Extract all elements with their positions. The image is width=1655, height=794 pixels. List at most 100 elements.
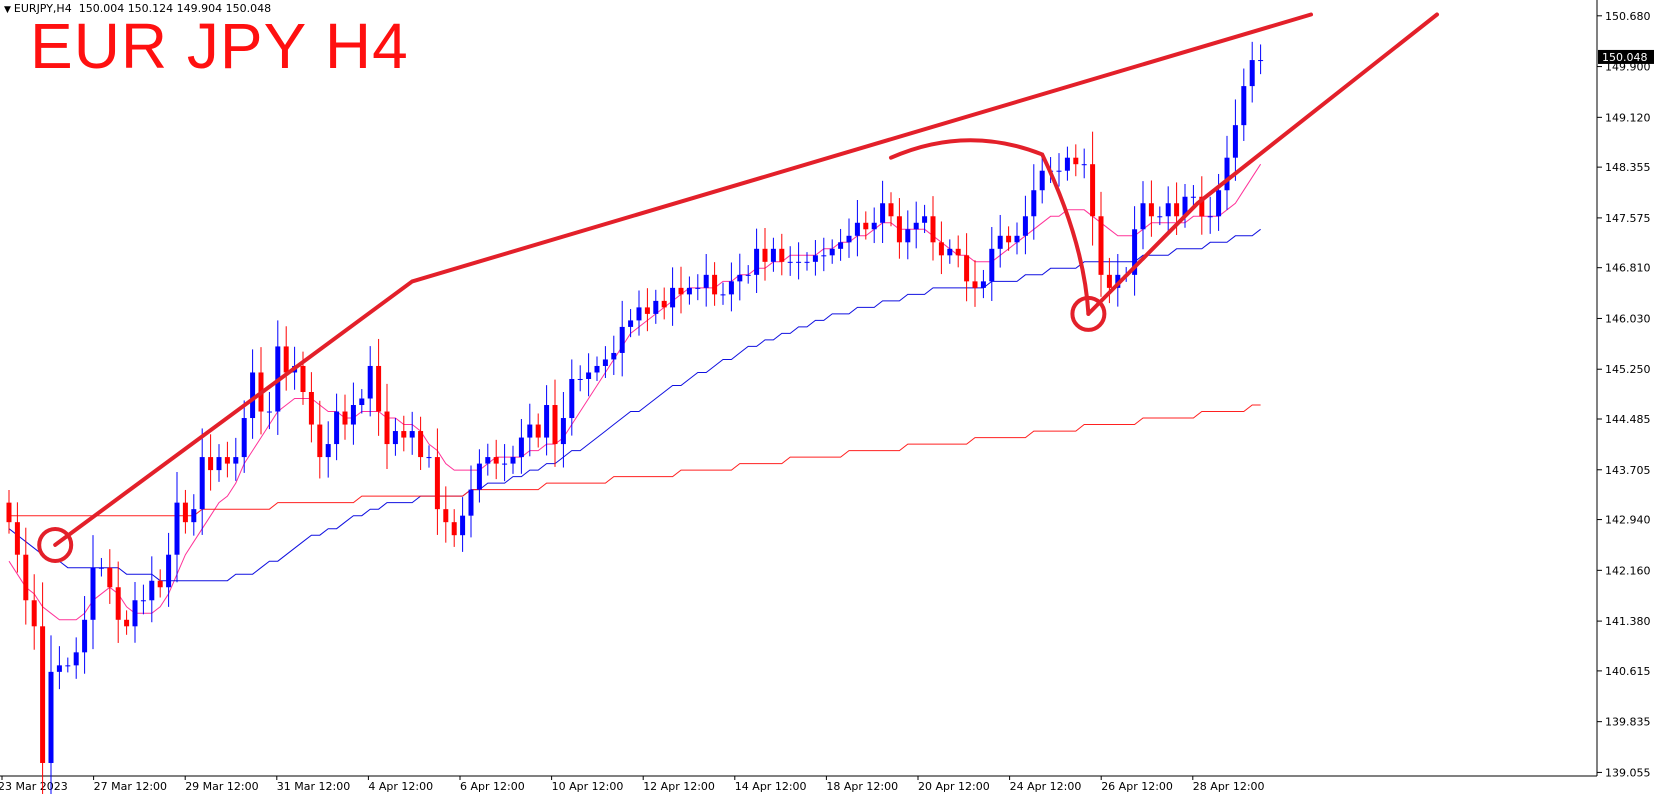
candle [1039, 156, 1045, 204]
candle-body [182, 502, 188, 523]
candle [1232, 99, 1238, 181]
candle [384, 383, 390, 469]
moving-average-mid-line [8, 228, 1261, 582]
candle [804, 252, 810, 271]
candle [686, 276, 692, 305]
candle-body [594, 365, 600, 373]
candle-body [334, 411, 340, 445]
candle-body [90, 567, 96, 620]
candle [678, 266, 684, 314]
candle [653, 289, 659, 324]
candle-body [644, 307, 650, 314]
candle [829, 239, 835, 264]
candle-body [518, 437, 524, 458]
candle [342, 394, 348, 440]
time-tick-label: 29 Mar 12:00 [185, 780, 258, 793]
candle [1090, 131, 1096, 246]
candle-body [754, 248, 760, 275]
candle-body [418, 431, 424, 458]
candle-body [695, 287, 701, 289]
candle-body [367, 365, 373, 399]
chart-overlay-title: EUR JPY H4 [30, 10, 409, 82]
candle [182, 489, 188, 534]
candle [1022, 195, 1028, 255]
candle-body [1182, 196, 1188, 217]
candle [796, 242, 802, 280]
candle [493, 439, 499, 480]
candle [468, 465, 474, 538]
symbol-label: EURJPY,H4 [13, 2, 72, 15]
price-tick-label: 139.835 [1605, 716, 1651, 729]
time-tick-label: 10 Apr 12:00 [552, 780, 624, 793]
symbol-info-bar: ▼ EURJPY,H4 150.004 150.124 149.904 150.0… [4, 2, 271, 15]
candle-body [1098, 216, 1104, 275]
candle-body [611, 352, 617, 360]
time-tick-label: 24 Apr 12:00 [1010, 780, 1082, 793]
candle-body [812, 255, 818, 262]
candle [443, 486, 449, 543]
candle-body [174, 502, 180, 555]
candle-body [938, 242, 944, 256]
candle-body [73, 652, 79, 666]
collapse-triangle-icon[interactable]: ▼ [4, 5, 11, 15]
candle-body [678, 287, 684, 295]
candle-body [502, 463, 508, 465]
candle [586, 353, 592, 397]
candle [308, 372, 314, 443]
candle-body [392, 431, 398, 445]
candle [1148, 180, 1154, 237]
candle [670, 267, 676, 326]
candle [56, 646, 62, 690]
price-tick-label: 142.940 [1605, 514, 1651, 527]
candle-body [107, 567, 113, 588]
candle [1132, 206, 1138, 296]
candle-body [140, 600, 146, 602]
candle [40, 582, 46, 794]
candle-body [997, 235, 1003, 249]
price-tick-label: 141.380 [1605, 615, 1651, 628]
candle-body [56, 665, 62, 672]
candlesticks [6, 41, 1264, 794]
candle [1056, 153, 1062, 187]
candle [661, 287, 667, 320]
candle [1258, 44, 1264, 75]
candle [560, 392, 566, 468]
candle-body [980, 281, 986, 288]
candle-body [787, 261, 793, 263]
candle-body [569, 378, 575, 419]
candle-body [619, 326, 625, 353]
candle-body [1073, 157, 1079, 165]
candle-body [560, 418, 566, 445]
candle [737, 253, 743, 301]
candle-body [552, 405, 558, 445]
candle [325, 421, 331, 478]
candle [1073, 144, 1079, 177]
candle [644, 288, 650, 332]
price-tick-label: 139.055 [1605, 766, 1651, 779]
candle-body [233, 457, 239, 464]
candle-body [1174, 203, 1180, 217]
candle [779, 233, 785, 276]
price-tick-label: 149.120 [1605, 111, 1651, 124]
candle-body [686, 287, 692, 295]
candle-body [443, 509, 449, 523]
candle-body [880, 203, 886, 223]
time-tick-label: 23 Mar 2023 [0, 780, 68, 793]
upper-trendline [53, 12, 1313, 547]
candle [594, 356, 600, 381]
candle [1031, 164, 1037, 240]
candle [745, 265, 751, 284]
candle [376, 338, 382, 436]
candle-body [401, 431, 407, 438]
candle [922, 204, 928, 234]
candle [762, 227, 768, 281]
candle [728, 262, 734, 312]
candle-body [409, 431, 415, 438]
candle [224, 441, 230, 478]
candle-body [1081, 164, 1087, 166]
candle-body [955, 248, 961, 256]
candle-body [1241, 86, 1247, 126]
candle [703, 254, 709, 307]
candle [451, 509, 457, 547]
